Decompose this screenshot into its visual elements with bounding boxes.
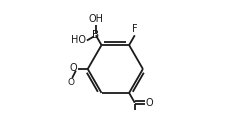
Text: F: F bbox=[132, 23, 137, 34]
Text: O: O bbox=[68, 78, 75, 87]
Text: O: O bbox=[145, 98, 153, 108]
Text: O: O bbox=[69, 63, 76, 73]
Text: B: B bbox=[92, 30, 99, 40]
Text: HO: HO bbox=[71, 35, 86, 46]
Text: OH: OH bbox=[88, 14, 103, 24]
